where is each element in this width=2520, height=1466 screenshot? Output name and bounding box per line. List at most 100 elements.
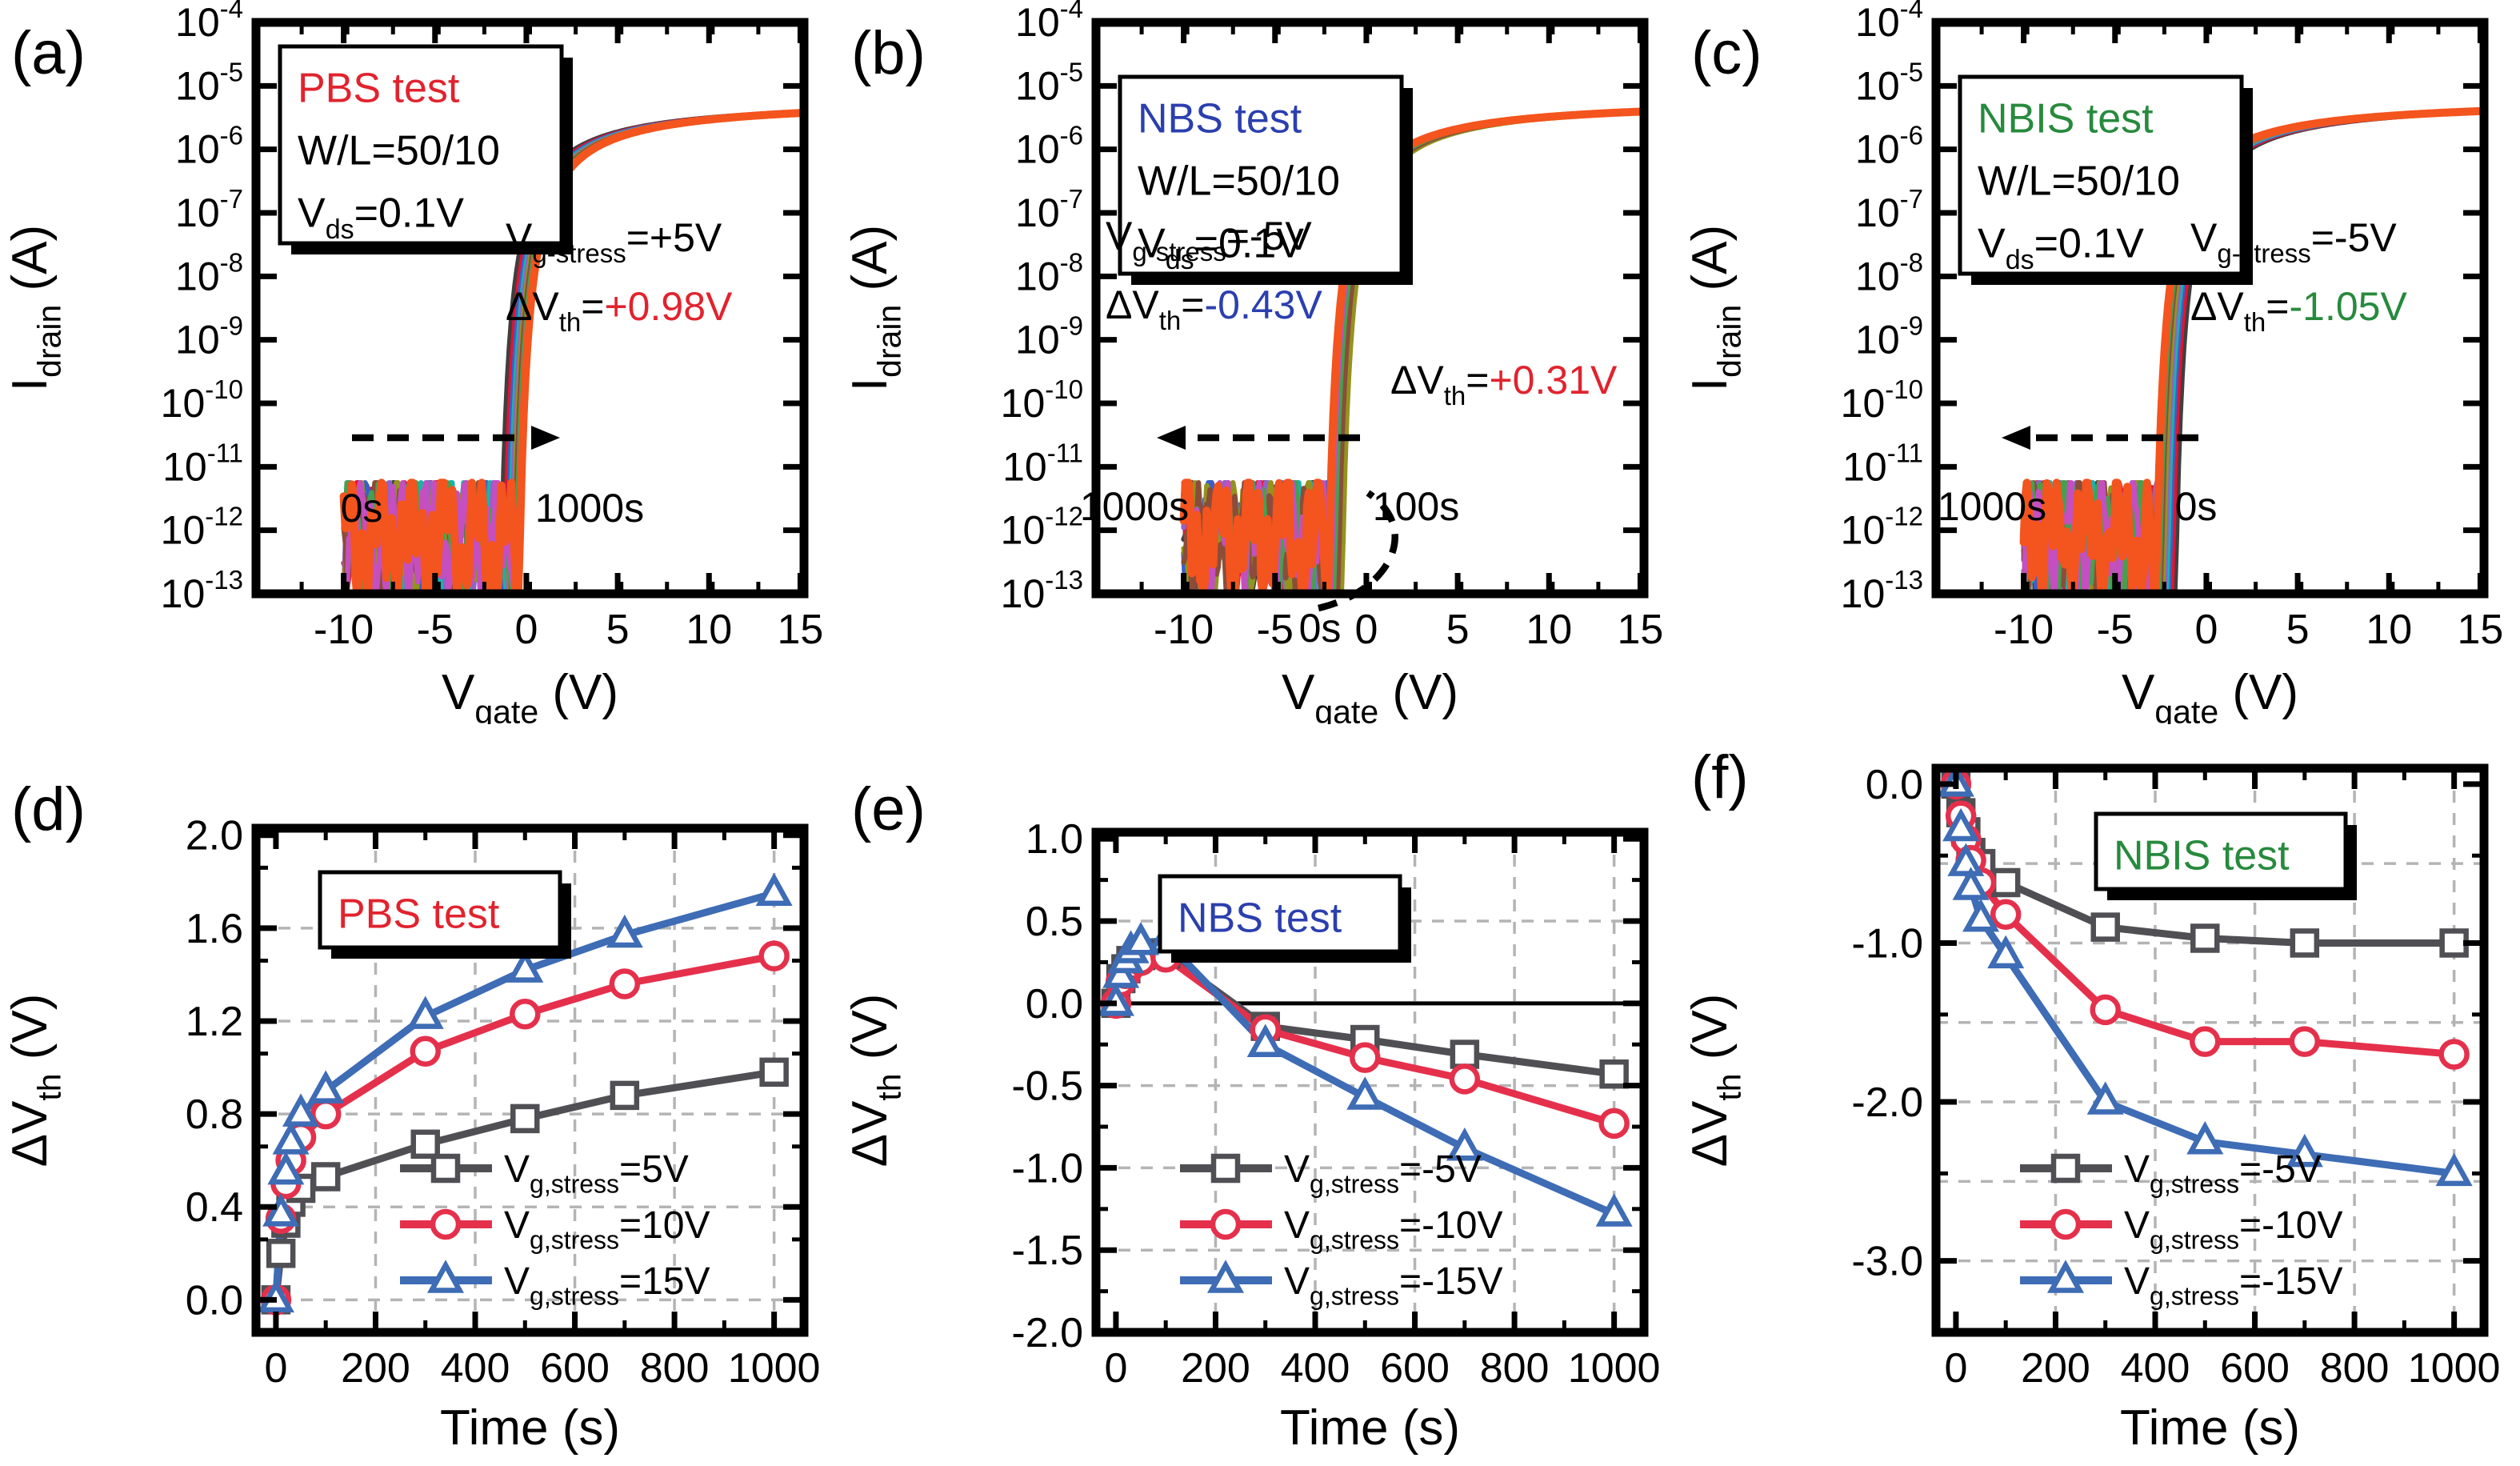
x-tick-label: 10: [2366, 607, 2412, 653]
triangle-marker: [2435, 1152, 2473, 1187]
panel-d-chart: 0 200 400 600 800 1000 0.0 0.4 0.8 1.2 1.6 2.0 (d) Ti…: [2, 775, 820, 1456]
y-tick-label: 0.8: [186, 1091, 243, 1138]
y-axis-title-text: ΔVth (V): [1682, 994, 1747, 1168]
x-tick-label: -5: [2097, 607, 2134, 653]
circle-marker: [2289, 1026, 2321, 1057]
triangle-marker: [2086, 1081, 2124, 1115]
info-box-line: NBS test: [1178, 895, 1342, 942]
triangle-marker: [1122, 922, 1160, 955]
y-tick-label: 10-4: [1855, 0, 1923, 45]
x-tick-label: 0: [1104, 1345, 1127, 1392]
circle-marker: [1598, 1108, 1630, 1140]
y-tick-label: -1.0: [1011, 1145, 1083, 1192]
info-box-line: NBS test: [1138, 96, 1302, 142]
info-box-line: NBIS test: [1978, 96, 2154, 142]
x-tick-label: -10: [1994, 607, 2054, 653]
info-box-line: Vds=0.1V: [298, 190, 464, 246]
x-tick-label: 5: [2286, 607, 2310, 653]
panel-letter: (b): [851, 19, 926, 87]
x-tick-label: 200: [341, 1345, 410, 1392]
legend-label: Vg,stress=-10V: [1284, 1204, 1502, 1254]
panel-letter: (c): [1691, 19, 1762, 87]
y-tick-label: 10-5: [175, 57, 243, 108]
triangle-marker: [272, 1121, 310, 1155]
panel-letter: (e): [851, 775, 926, 843]
info-box-line: Vds=0.1V: [1138, 221, 1304, 276]
triangle-marker: [1246, 1023, 1284, 1057]
x-axis-title: Vgate (V): [442, 665, 618, 724]
y-tick-label: 10-8: [1855, 247, 1923, 298]
y-tick-label: 0.0: [1866, 762, 1923, 808]
panel-c-chart: -10 -5 0 5 10 15 10-13 10-12 10-11 10-10 10-9 10-8 1…: [1682, 0, 2503, 730]
triangle-marker: [2046, 1260, 2085, 1293]
circle-marker: [609, 968, 641, 999]
info-box: [2094, 811, 2348, 891]
y-tick-label: 10-12: [161, 502, 243, 553]
circle-marker: [410, 1035, 441, 1067]
triangle-marker: [426, 1260, 465, 1293]
y-tick-label: 10-6: [1015, 121, 1083, 172]
panel-letter: (d): [11, 775, 86, 843]
info-box-line: PBS test: [338, 891, 500, 938]
panel-b-chart: -10 -5 0 5 10 15 10-13 10-12 10-11 10-10 10-9 10-8 1…: [842, 0, 1664, 730]
square-marker: [2190, 923, 2220, 953]
x-tick-label: 0: [514, 607, 538, 653]
x-axis-title: Vgate (V): [1282, 665, 1458, 724]
y-tick-label: 10-8: [175, 247, 243, 298]
y-tick-label: 10-9: [1015, 311, 1083, 362]
annotation: Vg-stress=-5V: [1106, 214, 1312, 266]
triangle-marker: [1206, 1260, 1245, 1293]
info-box: [1118, 74, 1404, 276]
x-tick-label: 400: [2121, 1345, 2190, 1392]
triangle-marker: [606, 914, 643, 948]
x-tick-label: -5: [417, 607, 454, 653]
plot-frame: [1091, 827, 1649, 1337]
y-tick-label: 10-6: [175, 121, 243, 172]
triangle-marker: [406, 995, 444, 1029]
square-marker: [2050, 1153, 2081, 1184]
y-axis-title: Idrain (A): [2, 225, 67, 391]
annotation: Vg-stress=-5V: [2190, 215, 2397, 268]
triangle-marker: [1962, 898, 2000, 932]
triangle-marker: [2186, 1120, 2224, 1155]
time-label: 0s: [341, 486, 383, 531]
annotation: ΔVth=-1.05V: [2190, 284, 2407, 337]
x-tick-label: 0: [1944, 1345, 1967, 1392]
triangle-marker: [1987, 935, 2025, 969]
x-tick-label: 15: [1618, 607, 1664, 653]
panel-c: -10 -5 0 5 10 15 10-13 10-12 10-11 10-10 10-9 10-8 1…: [1680, 0, 2520, 730]
square-marker: [310, 1162, 341, 1192]
info-box: [278, 44, 564, 246]
panel-e-chart: 0 200 400 600 800 1000 1.0 0.5 0.0 -0.5 -1.0 -1.5 -2…: [842, 775, 1660, 1456]
y-axis-title: ΔVth (V): [2, 994, 67, 1168]
y-tick-label: 10-11: [162, 438, 243, 489]
y-tick-label: -3.0: [1851, 1239, 1923, 1285]
legend-label: Vg,stress=-10V: [2124, 1204, 2342, 1254]
y-tick-label: 2.0: [186, 813, 243, 859]
y-tick-label: 10-12: [1001, 502, 1083, 553]
x-tick-label: -5: [1257, 607, 1294, 653]
triangle-marker: [1346, 1076, 1384, 1110]
y-tick-label: 10-9: [175, 311, 243, 362]
circle-marker: [2438, 1039, 2470, 1070]
y-axis-title: Idrain (A): [842, 225, 907, 391]
y-tick-label: 0.0: [186, 1277, 243, 1324]
y-tick-label: 10-9: [1855, 311, 1923, 362]
y-axis-title-text: Idrain (A): [1682, 225, 1747, 391]
x-tick-label: 200: [1181, 1345, 1250, 1392]
y-tick-label: 10-10: [1001, 375, 1083, 426]
y-tick-label: 10-10: [161, 375, 243, 426]
plot-frame: [251, 823, 809, 1337]
square-marker: [410, 1129, 440, 1160]
y-tick-label: 10-13: [1001, 565, 1083, 616]
circle-marker: [510, 999, 541, 1030]
time-label: 1000s: [1080, 484, 1189, 529]
y-axis-title: ΔVth (V): [1682, 994, 1747, 1168]
square-marker: [2439, 928, 2469, 958]
x-tick-label: 800: [640, 1345, 710, 1392]
square-marker: [266, 1239, 296, 1268]
y-tick-label: 10-4: [1015, 0, 1083, 45]
panel-e: 0 200 400 600 800 1000 1.0 0.5 0.0 -0.5 -1.0 -1.5 -2…: [840, 724, 1680, 1466]
legend-label: Vg,stress=-5V: [2124, 1148, 2322, 1198]
time-label: 1000s: [535, 486, 644, 531]
